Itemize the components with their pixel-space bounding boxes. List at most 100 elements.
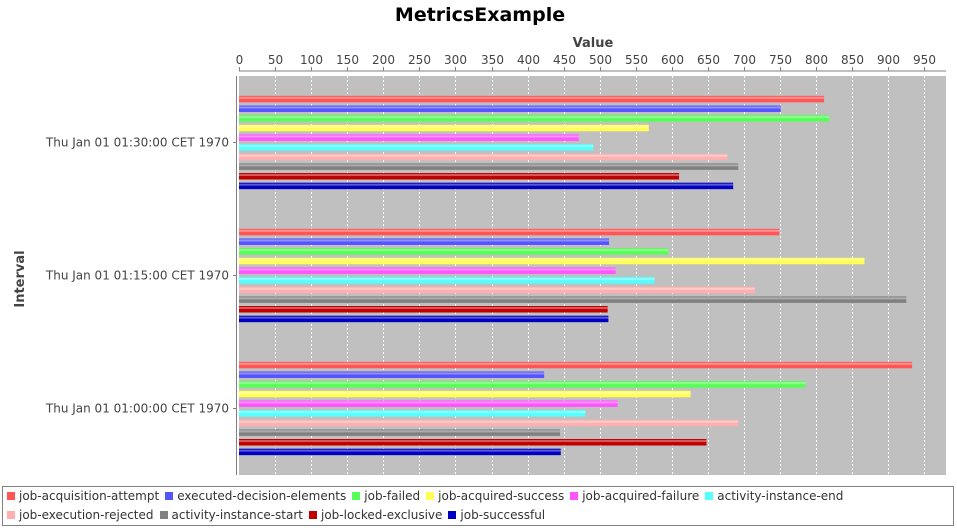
bar [239, 429, 561, 436]
legend-label: job-execution-rejected [19, 508, 154, 522]
bar [239, 400, 618, 407]
bar [239, 257, 865, 265]
bar-highlight [239, 297, 907, 300]
legend-item: job-failed [352, 489, 420, 503]
legend-item: executed-decision-elements [165, 489, 346, 503]
legend-item: activity-instance-start [159, 508, 303, 522]
bar [239, 410, 586, 417]
legend-swatch [7, 492, 15, 500]
value-tick-label: 700 [733, 53, 756, 67]
plot-background [239, 76, 946, 475]
legend-label: job-acquisition-attempt [19, 489, 160, 503]
bar [239, 371, 545, 378]
bar [239, 296, 907, 303]
legend-swatch [705, 492, 714, 500]
legend-item: job-acquired-success [426, 489, 564, 503]
legend-row: job-acquisition-attempt executed-decision… [7, 489, 849, 503]
bar [239, 173, 680, 180]
legend-label: activity-instance-end [717, 489, 844, 503]
legend-swatch [7, 511, 15, 519]
legend-swatch [352, 492, 361, 500]
bar-highlight [239, 154, 728, 157]
category-tick-label: Thu Jan 01 01:15:00 CET 1970 [45, 269, 229, 283]
legend-swatch [426, 492, 435, 500]
bar [239, 95, 825, 103]
bar-highlight [239, 106, 781, 109]
value-tick-label: 950 [913, 53, 936, 67]
value-tick-label: 300 [444, 53, 467, 67]
bar-highlight [239, 249, 669, 252]
legend-swatch [159, 511, 168, 519]
value-tick-label: 400 [517, 53, 540, 67]
value-tick-label: 350 [481, 53, 504, 67]
legend-label: job-locked-exclusive [320, 508, 443, 522]
category-tick-label: Thu Jan 01 01:00:00 CET 1970 [45, 402, 229, 416]
bar-highlight [239, 258, 865, 261]
legend-label: executed-decision-elements [177, 489, 347, 503]
bar-highlight [239, 316, 609, 319]
chart-title: MetricsExample [395, 4, 565, 26]
bar [239, 182, 734, 190]
bar [239, 381, 806, 388]
bar [239, 306, 608, 313]
legend-label: job-acquired-failure [582, 489, 700, 503]
value-tick-label: 800 [805, 53, 828, 67]
bar [239, 419, 739, 427]
legend-item: job-acquired-failure [570, 489, 699, 503]
bar-highlight [239, 362, 913, 365]
legend-swatch [570, 492, 579, 500]
legend-label: job-successful [460, 508, 546, 522]
plot-area: 0 50 100 150 200 250 300 350 400 450 500 550 600 650 7… [45, 53, 946, 475]
bar [239, 315, 609, 323]
legend: job-acquisition-attempt executed-decision… [2, 486, 954, 526]
bar [239, 163, 739, 170]
bar [239, 390, 691, 398]
legend-label: activity-instance-start [171, 508, 303, 522]
bar [239, 286, 755, 294]
bar-highlight [239, 164, 739, 167]
bar-highlight [239, 420, 739, 423]
value-tick-label: 450 [553, 53, 576, 67]
value-tick-label: 600 [661, 53, 684, 67]
legend-label: job-failed [364, 489, 421, 503]
value-tick-label: 0 [236, 53, 244, 67]
bar-highlight [239, 449, 561, 452]
value-tick-label: 100 [300, 53, 323, 67]
category-axis-label: Interval [13, 250, 28, 307]
category-tick-label: Thu Jan 01 01:30:00 CET 1970 [45, 136, 229, 150]
legend-item: activity-instance-end [705, 489, 843, 503]
bar-highlight [239, 278, 655, 281]
bar-highlight [239, 145, 594, 148]
bar-highlight [239, 268, 616, 271]
value-tick-label: 50 [268, 53, 283, 67]
value-tick-label: 750 [769, 53, 792, 67]
bar [239, 105, 781, 112]
value-axis-label: Value [573, 36, 614, 51]
bar [239, 134, 579, 141]
bar [239, 439, 707, 446]
value-tick-label: 200 [372, 53, 395, 67]
bar [239, 238, 610, 245]
legend-swatch [308, 511, 317, 519]
bar-highlight [239, 116, 830, 119]
bar [239, 115, 830, 122]
bar [239, 124, 649, 132]
bar [239, 228, 780, 236]
bar [239, 248, 669, 255]
legend-label: job-acquired-success [438, 489, 565, 503]
bar [239, 153, 728, 161]
bar-highlight [239, 372, 545, 375]
legend-swatch [165, 492, 174, 500]
value-tick-label: 900 [877, 53, 900, 67]
bar [239, 361, 913, 369]
bar-highlight [239, 229, 780, 232]
bar-highlight [239, 440, 707, 443]
legend-row: job-execution-rejected activity-instance-… [7, 508, 551, 522]
legend-item: job-acquisition-attempt [7, 489, 159, 503]
bar-highlight [239, 174, 680, 177]
bar-highlight [239, 183, 734, 186]
bar [239, 267, 616, 274]
value-tick-label: 550 [625, 53, 648, 67]
value-tick-label: 500 [589, 53, 612, 67]
